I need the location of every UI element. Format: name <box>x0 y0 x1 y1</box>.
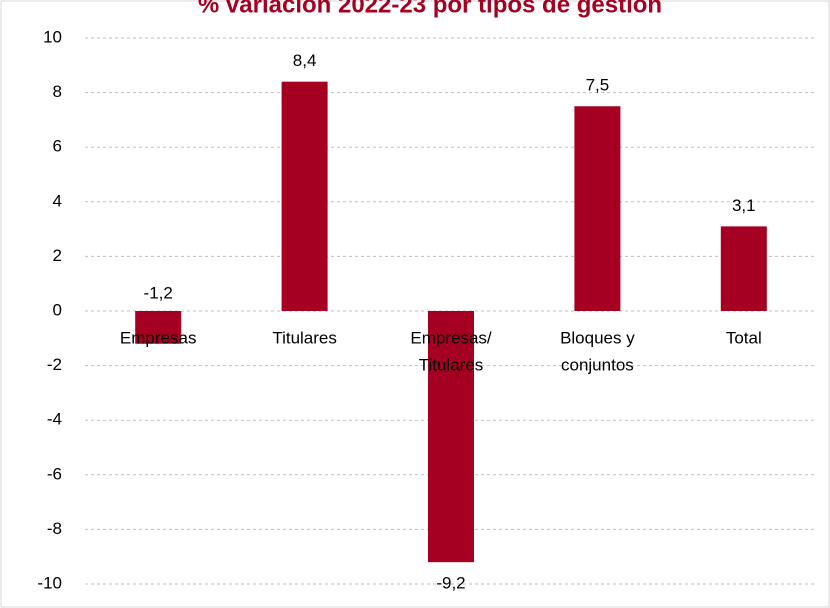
y-tick-label: -8 <box>47 519 62 538</box>
y-tick-label: -6 <box>47 464 62 483</box>
y-tick-label: 4 <box>53 191 62 210</box>
value-label: -1,2 <box>144 283 173 302</box>
bar <box>574 106 621 311</box>
x-tick-label: conjuntos <box>561 355 634 374</box>
value-label: -9,2 <box>436 574 465 593</box>
y-tick-label: -2 <box>47 355 62 374</box>
value-label: 3,1 <box>732 196 756 215</box>
value-label: 7,5 <box>586 76 610 95</box>
y-tick-label: 10 <box>43 27 62 46</box>
y-tick-label: -4 <box>47 410 62 429</box>
bar <box>135 311 182 344</box>
x-tick-label: Bloques y <box>560 328 635 347</box>
bar <box>281 81 328 312</box>
y-tick-label: 8 <box>53 82 62 101</box>
y-tick-label: 0 <box>53 300 62 319</box>
x-tick-label: Empresas <box>120 328 197 347</box>
x-tick-label: Empresas/ <box>410 328 492 347</box>
x-tick-label: Total <box>726 328 762 347</box>
x-tick-label: Titulares <box>419 355 484 374</box>
value-label: 8,4 <box>293 51 317 70</box>
y-tick-label: 2 <box>53 246 62 265</box>
x-tick-label: Titulares <box>272 328 337 347</box>
bar <box>428 311 474 563</box>
y-tick-label: -10 <box>37 573 62 592</box>
y-tick-label: 6 <box>53 137 62 156</box>
chart-title: % variación 2022-23 por tipos de gestión <box>198 0 662 18</box>
bar <box>720 226 767 311</box>
